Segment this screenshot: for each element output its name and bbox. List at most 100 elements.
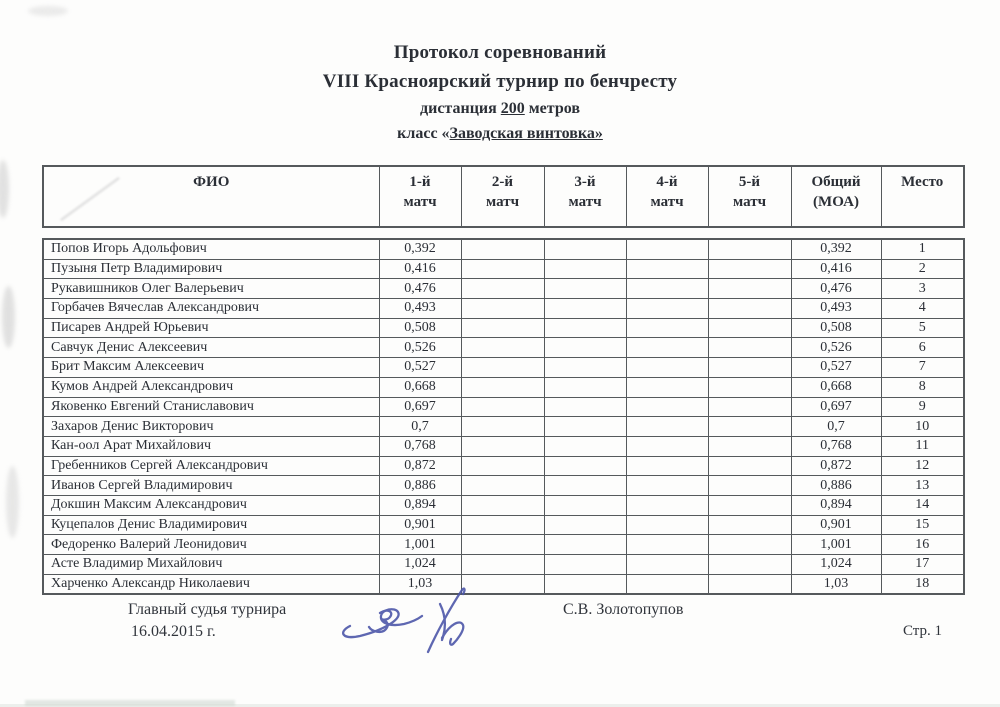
cell-match-3 <box>543 317 627 339</box>
table-row: Кан-оол Арат Михайлович 0,768 0,768 11 <box>42 435 965 457</box>
cell-match-1: 1,001 <box>378 534 462 555</box>
cell-match-5 <box>707 534 792 555</box>
cell-place: 15 <box>880 514 965 536</box>
cell-place: 12 <box>880 455 965 477</box>
cell-match-5 <box>707 475 792 496</box>
cell-fio: Писарев Андрей Юрьевич <box>42 317 380 339</box>
cell-place: 3 <box>880 278 965 300</box>
cell-match-3 <box>543 357 627 378</box>
cell-match-4 <box>625 435 709 457</box>
cell-match-2 <box>460 455 545 477</box>
cell-match-5 <box>707 455 792 477</box>
class-prefix: класс « <box>397 125 450 142</box>
cell-match-5 <box>707 337 792 359</box>
cell-match-3 <box>543 396 627 418</box>
cell-match-3 <box>543 554 627 575</box>
cell-fio: Куцепалов Денис Владимирович <box>42 514 380 536</box>
cell-place: 7 <box>880 357 965 378</box>
scan-bottom-shadow <box>0 704 1000 707</box>
cell-place: 5 <box>880 317 965 339</box>
col-header-label: Место <box>901 174 944 190</box>
cell-total: 0,901 <box>790 514 882 536</box>
title-line-tournament: VIII Красноярский турнир по бенчресту <box>322 71 678 92</box>
cell-match-2 <box>460 554 545 575</box>
page-number: Стр. 1 <box>903 623 943 639</box>
cell-match-2 <box>460 337 545 359</box>
col-header-label: (МОА) <box>813 194 859 210</box>
cell-match-1: 0,901 <box>378 514 462 536</box>
cell-fio: Докшин Максим Александрович <box>42 494 380 516</box>
header-row: ФИО 1-й матч 2-й матч 3-й матч 4-й матч 5-й м… <box>42 165 965 228</box>
results-table: Попов Игорь Адольфович 0,392 0,392 1 Пузыня … <box>42 237 965 596</box>
cell-match-4 <box>625 337 709 359</box>
col-header-match-1: 1-й матч <box>378 165 462 228</box>
col-header-match-2: 2-й матч <box>460 165 545 228</box>
cell-match-5 <box>707 237 792 260</box>
cell-match-2 <box>460 534 545 555</box>
cell-match-2 <box>460 435 545 457</box>
cell-match-2 <box>460 475 545 496</box>
scan-smudge <box>6 466 19 538</box>
col-header-label: матч <box>568 194 602 210</box>
table-row: Савчук Денис Алексеевич 0,526 0,526 6 <box>42 337 965 359</box>
cell-match-4 <box>625 237 709 260</box>
cell-total: 1,03 <box>790 573 882 596</box>
cell-place: 8 <box>880 376 965 398</box>
table-row: Захаров Денис Викторович 0,7 0,7 10 <box>42 416 965 437</box>
judge-title-label: Главный судья турнира <box>128 601 287 618</box>
col-header-label: матч <box>485 194 520 210</box>
cell-match-4 <box>625 514 709 536</box>
results-table-header: ФИО 1-й матч 2-й матч 3-й матч 4-й матч 5-й м… <box>42 165 965 228</box>
cell-fio: Рукавишников Олег Валерьевич <box>42 278 380 300</box>
cell-total: 0,527 <box>790 357 882 378</box>
cell-fio: Савчук Денис Алексеевич <box>42 337 380 359</box>
cell-match-2 <box>460 258 545 280</box>
table-row: Пузыня Петр Владимирович 0,416 0,416 2 <box>42 258 965 280</box>
table-row: Гребенников Сергей Александрович 0,872 0,8… <box>42 455 965 477</box>
table-row: Федоренко Валерий Леонидович 1,001 1,001 16 <box>42 534 965 555</box>
table-row: Попов Игорь Адольфович 0,392 0,392 1 <box>42 237 965 260</box>
cell-total: 0,697 <box>790 396 882 418</box>
col-header-label: матч <box>403 194 437 210</box>
class-value: Заводская винтовка» <box>449 125 603 142</box>
cell-match-1: 0,416 <box>378 258 462 280</box>
col-header-label: 1-й <box>409 174 431 190</box>
cell-place: 1 <box>880 237 965 260</box>
table-row: Докшин Максим Александрович 0,894 0,894 14 <box>42 494 965 516</box>
judge-signature <box>341 587 466 654</box>
cell-match-1: 0,697 <box>378 396 462 418</box>
scan-smudge <box>0 160 9 218</box>
cell-total: 0,886 <box>790 475 882 496</box>
cell-place: 2 <box>880 258 965 280</box>
cell-match-1: 0,508 <box>378 317 462 339</box>
cell-match-3 <box>543 376 627 398</box>
table-row: Горбачев Вячеслав Александрович 0,493 0,49… <box>42 298 965 319</box>
cell-match-3 <box>543 258 627 280</box>
cell-match-5 <box>707 317 792 339</box>
cell-match-3 <box>543 534 627 555</box>
cell-match-1: 0,527 <box>378 357 462 378</box>
cell-match-2 <box>460 514 545 536</box>
cell-match-5 <box>707 514 792 536</box>
cell-match-5 <box>707 278 792 300</box>
results-tbody: Попов Игорь Адольфович 0,392 0,392 1 Пузыня … <box>42 237 965 596</box>
scan-smudge <box>28 6 68 16</box>
cell-match-5 <box>707 435 792 457</box>
cell-match-5 <box>707 554 792 575</box>
cell-match-3 <box>543 337 627 359</box>
col-header-fio: ФИО <box>42 165 380 228</box>
cell-match-1: 0,7 <box>378 416 462 437</box>
cell-place: 14 <box>880 494 965 516</box>
cell-match-3 <box>543 435 627 457</box>
cell-fio: Асте Владимир Михайлович <box>42 554 380 575</box>
table-row: Иванов Сергей Владимирович 0,886 0,886 13 <box>42 475 965 496</box>
col-header-label: 3-й <box>574 174 596 190</box>
cell-total: 0,416 <box>790 258 882 280</box>
cell-fio: Харченко Александр Николаевич <box>42 573 380 596</box>
distance-suffix: метров <box>524 100 580 117</box>
cell-match-5 <box>707 494 792 516</box>
cell-match-1: 0,886 <box>378 475 462 496</box>
cell-match-4 <box>625 534 709 555</box>
cell-match-2 <box>460 237 545 260</box>
